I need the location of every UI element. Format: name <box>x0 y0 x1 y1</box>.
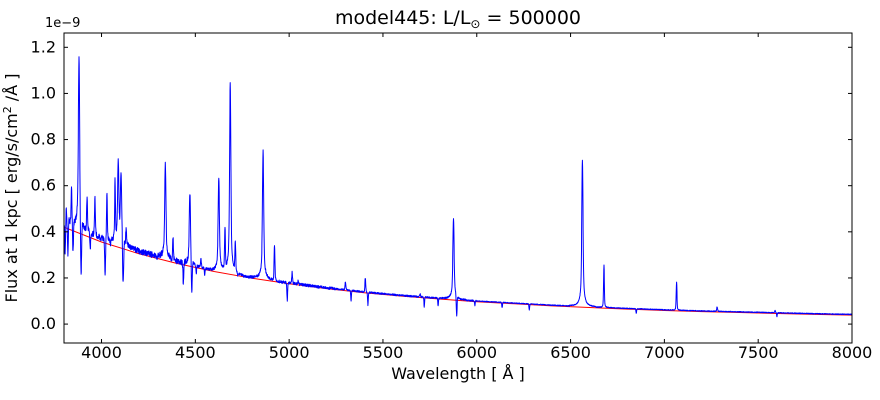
y-tick-label: 0.2 <box>31 268 56 287</box>
x-tick-label: 7500 <box>738 343 779 362</box>
spectrum-line <box>64 56 852 318</box>
y-tick-label: 0.8 <box>31 130 56 149</box>
x-tick-label: 6000 <box>456 343 497 362</box>
continuum-path <box>64 226 852 316</box>
solar-symbol: ⊙ <box>470 17 480 31</box>
x-tick-label: 7000 <box>644 343 685 362</box>
chart-title: model445: L/L⊙ = 500000 <box>335 7 581 31</box>
x-tick-label: 4500 <box>175 343 216 362</box>
continuum-line <box>64 226 852 316</box>
x-tick-label: 5500 <box>363 343 404 362</box>
y-tick-label: 0.0 <box>31 314 56 333</box>
x-tick-label: 8000 <box>832 343 873 362</box>
y-tick-label: 1.0 <box>31 83 56 102</box>
x-tick-label: 6500 <box>550 343 591 362</box>
axis-ticks <box>64 33 853 343</box>
plot-border <box>63 32 853 344</box>
x-tick-label: 4000 <box>81 343 122 362</box>
spectrum-path <box>64 56 852 318</box>
axis-tick-labels: 4000 4500 5000 5500 6000 6500 7000 7500 8000 0.0 0… <box>31 37 873 362</box>
y-tick-label: 0.4 <box>31 222 56 241</box>
y-axis-label: Flux at 1 kpc [ erg/s/cm2 /Å ] <box>1 74 21 303</box>
axes-frame <box>63 32 853 344</box>
y-axis-offset-label: 1e−9 <box>45 16 80 31</box>
y-tick-label: 0.6 <box>31 176 56 195</box>
x-tick-label: 5000 <box>269 343 310 362</box>
x-axis-label: Wavelength [ Å ] <box>391 364 525 383</box>
y-tick-label: 1.2 <box>31 37 56 56</box>
